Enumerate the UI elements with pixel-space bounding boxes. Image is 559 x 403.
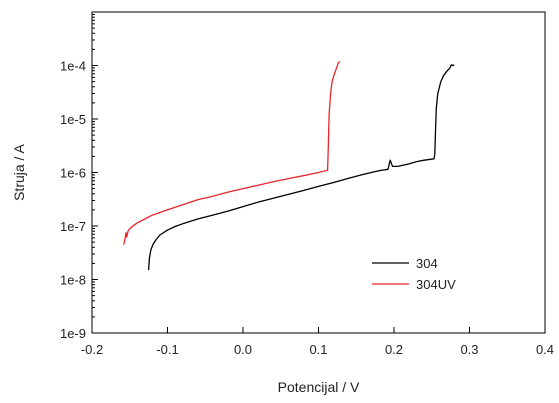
y-tick-label: 1e-7 <box>60 219 86 234</box>
y-tick-label: 1e-8 <box>60 273 86 288</box>
legend-label: 304 <box>416 256 438 271</box>
x-axis-ticks: -0.2 -0.1 0.0 0.1 0.2 0.3 0.4 <box>81 327 554 357</box>
x-tick-label: 0.0 <box>234 342 252 357</box>
series-layer <box>123 60 455 271</box>
x-tick-label: -0.2 <box>81 342 103 357</box>
y-tick-label: 1e-6 <box>60 166 86 181</box>
x-tick-label: 0.1 <box>309 342 327 357</box>
legend: 304 304UV <box>372 256 456 292</box>
x-tick-label: 0.2 <box>385 342 403 357</box>
x-tick-label: -0.1 <box>156 342 178 357</box>
y-axis-ticks: 1e-9 1e-8 1e-7 1e-6 1e-5 1e-4 <box>60 13 98 341</box>
x-tick-label: 0.3 <box>460 342 478 357</box>
series-line-304 <box>147 64 455 271</box>
y-tick-label: 1e-4 <box>60 59 86 74</box>
series-line-304uv <box>123 60 341 245</box>
y-tick-label: 1e-5 <box>60 112 86 127</box>
legend-label: 304UV <box>416 277 456 292</box>
x-tick-label: 0.4 <box>536 342 554 357</box>
x-axis-label: Potencijal / V <box>278 379 360 395</box>
y-tick-label: 1e-9 <box>60 326 86 341</box>
y-axis-label: Struja / A <box>11 143 27 200</box>
